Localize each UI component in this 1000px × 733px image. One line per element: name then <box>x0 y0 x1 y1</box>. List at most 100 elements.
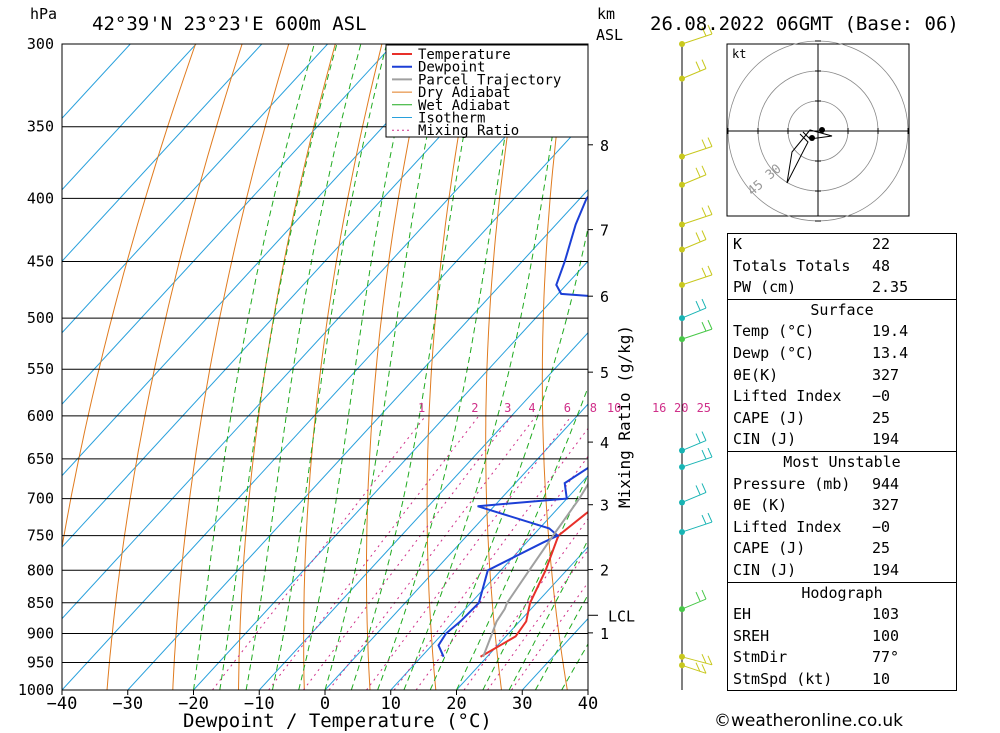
wind-barb-flag <box>695 167 701 177</box>
x-tick-label: 0 <box>320 694 330 714</box>
mu-li-value: −0 <box>872 517 891 536</box>
wind-barb-flag <box>701 431 707 441</box>
copyright-link[interactable]: ©weatheronline.co.uk <box>714 711 904 731</box>
wet-adiabat-line <box>271 44 388 690</box>
pressure-tick-label: 500 <box>27 309 54 327</box>
wind-barb-flag <box>707 447 713 458</box>
isotherm-line <box>390 474 588 690</box>
pressure-tick-label: 900 <box>27 624 54 642</box>
surface-thetae-label: θE(K) <box>733 365 779 384</box>
mu-pressure-label: Pressure (mb) <box>733 474 851 493</box>
mu-pressure-value: 944 <box>872 474 900 493</box>
profiles <box>437 195 588 658</box>
mixing-ratio-line <box>268 415 480 690</box>
hodograph-title: Hodograph <box>801 583 883 602</box>
mixing-ratio-label: 8 <box>590 401 597 415</box>
hodograph-unit: kt <box>732 47 746 61</box>
mixing-ratio-label: 20 <box>674 401 688 415</box>
wind-barb-flag <box>695 300 701 311</box>
wind-barb-flag <box>701 321 707 332</box>
wind-barb-shaft <box>681 656 713 666</box>
wind-barb-flag <box>701 230 707 240</box>
temperature-line <box>479 510 588 658</box>
surface-dewp-value: 13.4 <box>872 343 909 362</box>
pressure-tick-label: 800 <box>27 561 54 579</box>
pressure-tick-label: 950 <box>27 653 54 671</box>
mixing-ratio-line <box>366 415 572 690</box>
surface-thetae-value: 327 <box>872 365 900 384</box>
isotherm-line <box>62 44 132 120</box>
pw-value: 2.35 <box>872 278 909 297</box>
surface-li-label: Lifted Index <box>733 387 842 406</box>
mixing-ratio-label: 2 <box>471 401 478 415</box>
pressure-tick-label: 650 <box>27 450 54 468</box>
legend-label: Dewpoint <box>418 60 485 76</box>
surface-cin-label: CIN (J) <box>733 430 797 449</box>
stmspd-value: 10 <box>872 669 891 688</box>
pressure-tick-label: 1000 <box>18 681 54 699</box>
pressure-tick-label: 350 <box>27 118 54 136</box>
mu-li-label: Lifted Index <box>733 517 842 536</box>
surface-title: Surface <box>810 300 874 319</box>
x-tick-label: −20 <box>178 694 209 714</box>
wind-barb-shaft <box>681 146 713 158</box>
wind-barb-flag <box>695 232 701 242</box>
wind-barb-flag <box>707 137 713 147</box>
wet-adiabat-line <box>377 44 522 690</box>
mixing-ratio-label: 10 <box>607 401 621 415</box>
wet-adiabat-line <box>219 44 338 690</box>
mu-thetae-label: θE (K) <box>733 496 788 515</box>
wet-adiabat-line <box>350 44 482 690</box>
isotherm-line <box>258 331 588 690</box>
isotherm-line <box>62 44 197 191</box>
eh-value: 103 <box>872 605 900 624</box>
x-tick-label: 20 <box>446 694 466 714</box>
dry-adiabat-line <box>983 0 1000 716</box>
wind-barb-flag <box>701 298 707 309</box>
wind-barb-flag <box>707 24 713 35</box>
isotherm-line <box>62 44 263 262</box>
height-tick-label: 1 <box>600 625 609 643</box>
lcl-label: LCL <box>608 607 635 625</box>
storm-motion-dot <box>809 135 815 141</box>
wind-barb-flag <box>701 589 707 600</box>
most-unstable-section: Most Unstable Pressure (mb) 944 θE (K) 327… <box>728 450 956 582</box>
isotherm-line <box>324 403 588 690</box>
height-unit: km <box>597 5 615 23</box>
wet-adiabat-line <box>429 225 588 690</box>
wind-barb-shaft <box>681 521 713 533</box>
wind-barb-flag <box>701 664 707 674</box>
mu-cape-value: 25 <box>872 539 891 558</box>
dewpoint-line <box>437 195 588 658</box>
mu-cin-value: 194 <box>872 560 900 579</box>
surface-li-value: −0 <box>872 387 891 406</box>
legend-label: Wet Adiabat <box>418 98 511 114</box>
wind-barb-flag <box>701 483 707 493</box>
wind-barb-flag <box>701 207 707 217</box>
stmdir-label: StmDir <box>733 648 788 667</box>
x-axis-title: Dewpoint / Temperature (°C) <box>183 710 492 732</box>
location-title: 42°39'N 23°23'E 600m ASL <box>92 13 367 35</box>
wind-barb-flag <box>701 139 707 149</box>
mixing-ratio-label: 4 <box>528 401 535 415</box>
parcel-trajectory-line <box>482 482 588 658</box>
dry-adiabat-line <box>650 0 705 716</box>
legend-label: Dry Adiabat <box>418 85 511 101</box>
height-tick-label: 3 <box>600 497 609 515</box>
totals-value: 48 <box>872 256 891 275</box>
mixing-ratio-line <box>393 427 588 690</box>
k-value: 22 <box>872 235 891 253</box>
wet-adiabat-line <box>508 538 588 690</box>
isotherm-line <box>62 44 329 334</box>
wet-adiabat-line <box>298 44 416 690</box>
hodograph-section: Hodograph EH 103 SREH 100 StmDir 77° StmSpd… <box>728 581 956 691</box>
pressure-tick-label: 750 <box>27 527 54 545</box>
wind-barb-flag <box>701 514 707 525</box>
wind-barb-flag <box>701 59 707 69</box>
isotherm-line <box>455 546 588 690</box>
mu-cin-label: CIN (J) <box>733 560 797 579</box>
wind-barb-flag <box>707 265 713 276</box>
wind-barb-shaft <box>681 456 713 468</box>
pressure-tick-label: 700 <box>27 490 54 508</box>
pressure-level-lines <box>62 43 588 691</box>
